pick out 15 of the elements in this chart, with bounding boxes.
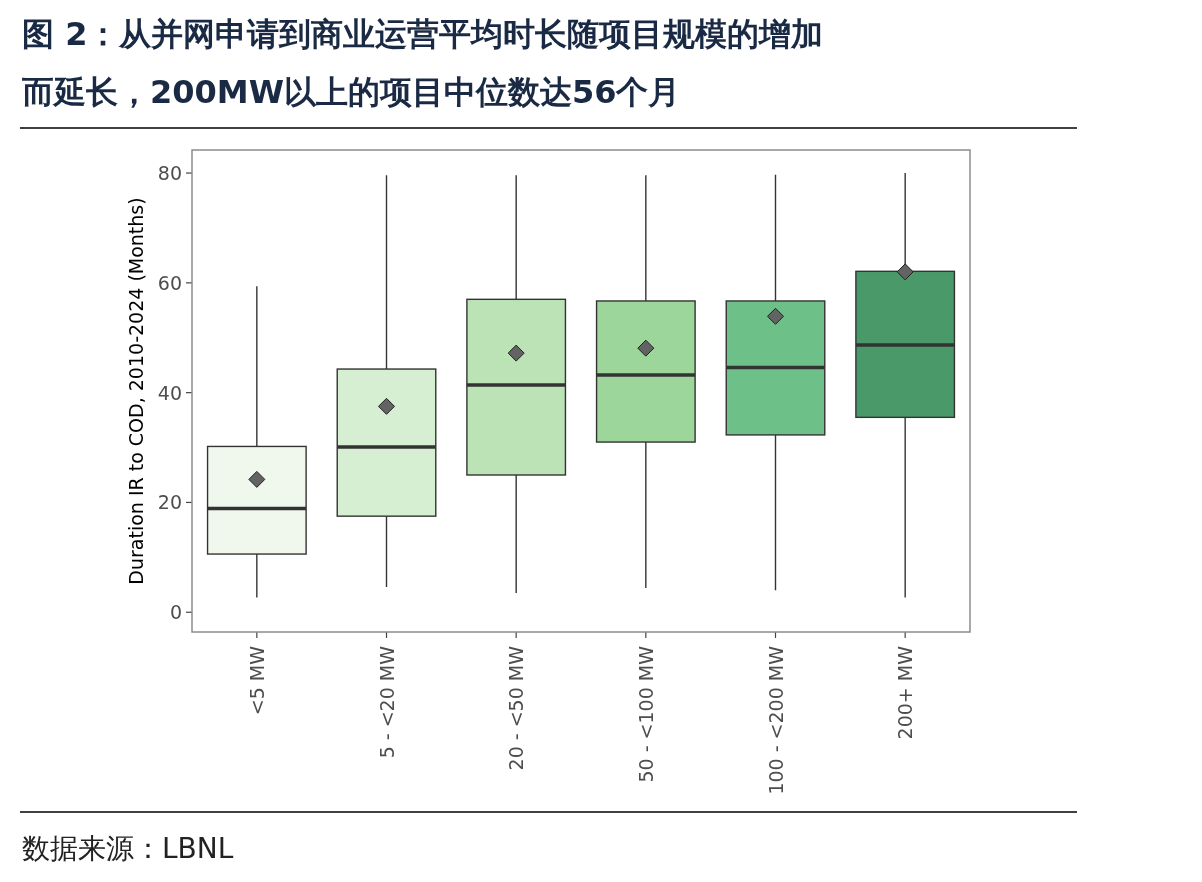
x-tick-label: 20 - <50 MW — [505, 645, 528, 771]
x-tick-label: 100 - <200 MW — [764, 645, 787, 795]
x-tick-label: 50 - <100 MW — [634, 645, 657, 783]
x-tick-label: <5 MW — [245, 645, 268, 716]
y-tick-label: 60 — [157, 271, 182, 294]
x-tick-label: 200+ MW — [894, 645, 917, 740]
y-axis-title: Duration IR to COD, 2010-2024 (Months) — [125, 197, 147, 585]
y-tick-label: 40 — [157, 381, 182, 404]
title: 图 2：从并网申请到商业运营平均时长随项目规模的增加 — [22, 15, 824, 53]
y-tick-label: 0 — [169, 601, 182, 624]
y-tick-label: 80 — [157, 162, 182, 185]
title: 而延长，200MW以上的项目中位数达56个月 — [22, 73, 681, 111]
source-note: 数据来源：LBNL — [22, 832, 234, 865]
y-tick-label: 20 — [157, 491, 182, 514]
x-tick-label: 5 - <20 MW — [375, 645, 398, 759]
